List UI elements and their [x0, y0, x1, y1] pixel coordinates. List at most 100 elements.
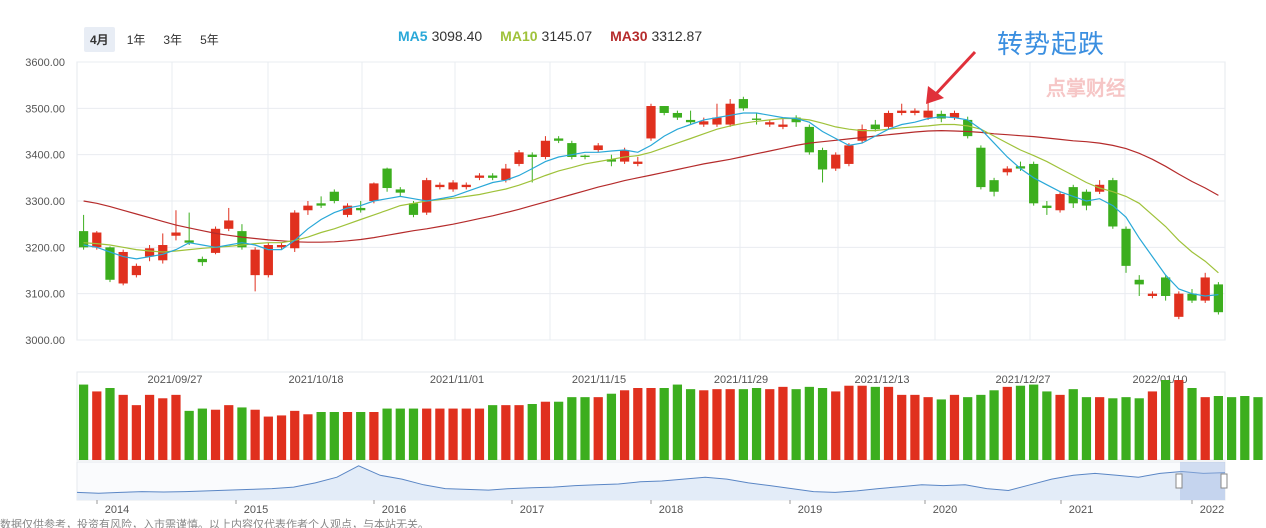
- candle-body: [92, 232, 102, 248]
- candle-body: [78, 231, 89, 248]
- ma-value: 3312.87: [651, 28, 703, 44]
- candle-body: [290, 212, 300, 249]
- volume-bar: [923, 397, 933, 460]
- candle-body: [1121, 228, 1131, 266]
- volume-bar: [527, 404, 537, 460]
- volume-bar: [791, 389, 801, 460]
- candle-body: [857, 129, 867, 141]
- date-label: 2021/12/13: [854, 374, 909, 386]
- tab-2[interactable]: 3年: [157, 27, 189, 52]
- volume-bar: [1068, 389, 1078, 460]
- candle-body: [976, 147, 986, 188]
- volume-bar: [976, 394, 986, 460]
- volume-bar: [356, 412, 366, 460]
- candle-body: [1015, 166, 1026, 169]
- volume-bar: [422, 408, 432, 460]
- volume-bar: [1002, 386, 1012, 460]
- volume-bar: [725, 389, 735, 460]
- ma-legend-item: MA5 3098.40: [398, 28, 482, 44]
- volume-bar: [738, 389, 748, 460]
- volume-bar: [646, 388, 656, 460]
- candle-body: [554, 138, 564, 141]
- volume-bar: [342, 412, 353, 460]
- volume-bar: [593, 397, 603, 460]
- candle-body: [488, 175, 498, 178]
- date-label: 2021/09/27: [147, 374, 202, 386]
- overview-handle-right[interactable]: [1220, 473, 1228, 489]
- volume-bar: [290, 410, 300, 460]
- candle-body: [356, 207, 366, 211]
- volume-bar: [1174, 380, 1184, 460]
- volume-bar: [171, 394, 181, 460]
- candle-body: [144, 248, 155, 257]
- candle-body: [910, 110, 920, 113]
- tab-1[interactable]: 1年: [120, 27, 152, 52]
- candle-body: [646, 106, 656, 139]
- ma-value: 3145.07: [541, 28, 593, 44]
- volume-bar: [936, 399, 946, 460]
- volume-bar: [1042, 391, 1052, 460]
- ma-legend-item: MA30 3312.87: [610, 28, 702, 44]
- volume-bar: [1187, 388, 1197, 460]
- volume-bar: [897, 394, 907, 460]
- candle-body: [633, 161, 643, 164]
- volume-bar: [184, 410, 194, 460]
- volume-bar: [831, 391, 841, 460]
- volume-bar: [131, 405, 141, 460]
- volume-bar: [949, 394, 960, 460]
- tab-3[interactable]: 5年: [194, 27, 225, 52]
- candle-body: [1068, 187, 1078, 204]
- candle-body: [316, 203, 326, 206]
- candle-body: [118, 251, 128, 284]
- date-label: 2021/12/27: [995, 374, 1050, 386]
- volume-bar: [1253, 397, 1263, 460]
- date-label: 2022/01/10: [1132, 374, 1187, 386]
- candle-body: [105, 247, 115, 280]
- candle-body: [1042, 205, 1052, 208]
- candle-body: [184, 240, 194, 243]
- volume-bar: [369, 412, 379, 460]
- volume-bar: [883, 386, 894, 460]
- candle-body: [567, 143, 577, 157]
- volume-bar: [1240, 396, 1250, 460]
- volume-bar: [514, 405, 524, 460]
- volume-bar: [263, 416, 273, 460]
- volume-bar: [395, 408, 405, 460]
- volume-bar: [1081, 397, 1092, 460]
- volume-bar: [210, 409, 221, 460]
- date-label: 2021/10/18: [288, 374, 343, 386]
- candle-body: [171, 232, 181, 236]
- volume-bar: [224, 405, 234, 460]
- candle-body: [1108, 180, 1118, 227]
- volume-bar: [751, 388, 762, 460]
- bottom-disclaimer: 数据仅供参考，投资有风险，入市需谨慎。以上内容仅代表作者个人观点，与本站无关。: [0, 519, 429, 528]
- volume-bar: [92, 391, 102, 460]
- candle-body: [461, 184, 471, 188]
- volume-bar: [989, 390, 999, 460]
- ma-legend: MA5 3098.40 MA10 3145.07 MA30 3312.87: [398, 28, 702, 44]
- volume-bar: [382, 408, 392, 460]
- overview-year-label: 2015: [244, 504, 268, 516]
- candle-body: [672, 112, 683, 118]
- y-tick-label: 3400.00: [25, 150, 65, 162]
- candle-body: [303, 205, 313, 211]
- candle-body: [1147, 293, 1158, 296]
- annotation-arrow-shaft: [932, 50, 977, 98]
- overview-handle-left[interactable]: [1175, 473, 1183, 489]
- candle-body: [276, 245, 287, 248]
- period-tabs: 4月 1年 3年 5年: [84, 27, 225, 52]
- candle-body: [224, 220, 234, 229]
- watermark-logo: 点掌财经: [1046, 78, 1126, 100]
- candle-body: [619, 150, 630, 162]
- tab-0[interactable]: 4月: [84, 27, 115, 52]
- candle-body: [501, 168, 511, 181]
- volume-bar: [1108, 398, 1118, 460]
- volume-bar: [633, 388, 643, 460]
- volume-bar: [158, 398, 168, 460]
- volume-bar: [118, 394, 128, 460]
- volume-bar: [250, 409, 260, 460]
- candle-body: [540, 140, 551, 157]
- volume-bar: [1015, 385, 1026, 460]
- candle-body: [580, 155, 590, 157]
